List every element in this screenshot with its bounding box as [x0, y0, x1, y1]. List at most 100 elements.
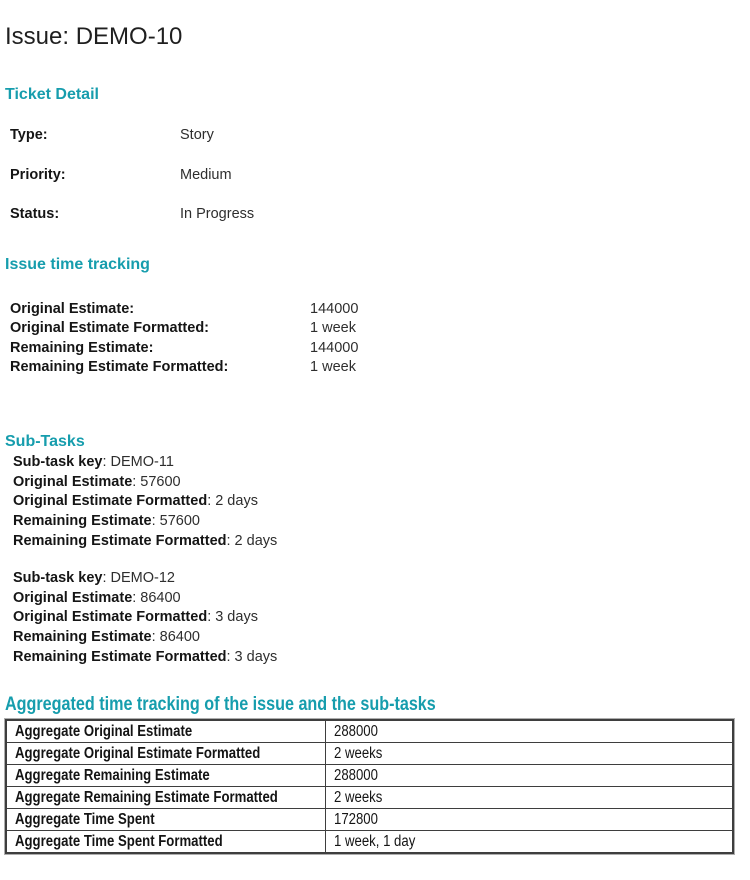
sub-task-value: 3 days: [215, 609, 258, 626]
aggregated-time-tracking-table: Aggregate Original Estimate 288000 Aggre…: [5, 719, 734, 854]
table-cell-label: Aggregate Remaining Estimate Formatted: [5, 786, 326, 809]
time-tracking-label: Remaining Estimate:: [10, 339, 154, 356]
section-heading-sub-tasks: Sub-Tasks: [5, 433, 85, 450]
sub-task-line: Sub-task key: DEMO-12: [13, 569, 277, 589]
table-row: Aggregate Time Spent 172800: [5, 808, 734, 831]
section-heading-time-tracking: Issue time tracking: [5, 256, 150, 273]
sub-task-label: Sub-task key: [13, 454, 103, 470]
time-tracking-label: Original Estimate:: [10, 301, 135, 317]
aggregated-table-body: Aggregate Original Estimate 288000 Aggre…: [5, 719, 734, 854]
time-tracking-block: Original Estimate: 144000 Original Estima…: [10, 300, 358, 378]
time-tracking-row: Remaining Estimate: 144000: [10, 339, 358, 358]
field-value-status: In Progress: [180, 206, 255, 222]
sub-task-line: Original Estimate Formatted: 2 days: [13, 492, 277, 512]
table-cell-value: 288000: [325, 764, 734, 787]
time-tracking-row: Original Estimate Formatted: 1 week: [10, 319, 358, 338]
field-row-priority: Priority: Medium: [10, 165, 232, 185]
table-cell-label: Aggregate Original Estimate: [5, 719, 326, 743]
time-tracking-label: Original Estimate Formatted:: [10, 320, 210, 337]
table-cell-label: Aggregate Time Spent: [5, 808, 326, 831]
table-cell-value: 2 weeks: [325, 742, 734, 765]
field-label-priority: Priority:: [10, 167, 66, 183]
sub-task-line: Remaining Estimate: 86400: [13, 628, 277, 648]
sub-task-label: Original Estimate: [13, 589, 133, 606]
table-value-text: 288000: [334, 766, 378, 784]
field-value-priority: Medium: [180, 167, 232, 183]
table-label-text: Aggregate Time Spent: [15, 810, 155, 828]
sub-task-separator: :: [151, 513, 156, 530]
sub-task-separator: :: [151, 629, 156, 646]
table-cell-label: Aggregate Remaining Estimate: [5, 764, 326, 787]
table-row: Aggregate Time Spent Formatted 1 week, 1…: [5, 830, 734, 854]
table-value-text: 288000: [334, 722, 378, 740]
table-cell-value: 1 week, 1 day: [325, 830, 734, 854]
time-tracking-value: 1 week: [310, 320, 356, 337]
sub-task-value: 2 days: [215, 493, 258, 510]
field-row-type: Type: Story: [10, 125, 214, 145]
table-cell-label: Aggregate Time Spent Formatted: [5, 830, 326, 854]
table-label-text: Aggregate Time Spent Formatted: [15, 832, 223, 850]
sub-task-value: 3 days: [234, 648, 278, 665]
field-row-status: Status: In Progress: [10, 204, 254, 224]
sub-task-label: Remaining Estimate: [13, 513, 152, 530]
sub-task-separator: :: [226, 648, 231, 665]
section-heading-ticket-detail: Ticket Detail: [5, 86, 99, 103]
table-row: Aggregate Original Estimate Formatted 2 …: [5, 742, 734, 765]
field-label-status: Status:: [10, 206, 60, 222]
section-heading-aggregated: Aggregated time tracking of the issue an…: [5, 695, 512, 715]
sub-task-value: 57600: [140, 473, 181, 490]
sub-task-line: Sub-task key: DEMO-11: [13, 453, 277, 473]
sub-task-separator: :: [132, 473, 137, 490]
sub-task-line: Original Estimate Formatted: 3 days: [13, 608, 277, 628]
sub-task-label: Remaining Estimate: [13, 629, 152, 646]
table-value-text: 1 week, 1 day: [334, 832, 416, 850]
table-label-text: Aggregate Remaining Estimate Formatted: [15, 788, 278, 806]
sub-task-label: Original Estimate Formatted: [13, 493, 208, 510]
sub-task-line: Remaining Estimate: 57600: [13, 512, 277, 532]
table-cell-value: 2 weeks: [325, 786, 734, 809]
sub-task-separator: :: [207, 493, 212, 510]
table-value-text: 2 weeks: [334, 744, 383, 762]
field-value-type: Story: [180, 127, 214, 143]
aggregated-heading-text: Aggregated time tracking of the issue an…: [5, 694, 436, 715]
sub-task-value: 86400: [159, 629, 200, 646]
table-cell-value: 172800: [325, 808, 734, 831]
time-tracking-row: Remaining Estimate Formatted: 1 week: [10, 358, 358, 377]
table-cell-label: Aggregate Original Estimate Formatted: [5, 742, 326, 765]
sub-task-line: Original Estimate: 86400: [13, 589, 277, 609]
table-label-text: Aggregate Original Estimate: [15, 722, 193, 740]
time-tracking-value: 144000: [310, 301, 359, 317]
table-row: Aggregate Original Estimate 288000: [5, 719, 734, 743]
sub-task-label: Sub-task key: [13, 570, 103, 586]
sub-task-line: Remaining Estimate Formatted: 2 days: [13, 532, 277, 552]
table-label-text: Aggregate Original Estimate Formatted: [15, 744, 261, 762]
time-tracking-row: Original Estimate: 144000: [10, 300, 358, 319]
sub-task-value: 86400: [140, 589, 181, 606]
sub-task-value: 57600: [159, 513, 200, 530]
table-label-text: Aggregate Remaining Estimate: [15, 766, 210, 784]
sub-task-value: DEMO-11: [110, 454, 174, 470]
time-tracking-value: 1 week: [310, 359, 356, 376]
sub-task-separator: :: [207, 609, 212, 626]
sub-task-separator: :: [102, 570, 107, 586]
sub-task-line: Remaining Estimate Formatted: 3 days: [13, 648, 277, 668]
time-tracking-label: Remaining Estimate Formatted:: [10, 359, 229, 376]
sub-task-separator: :: [132, 589, 137, 606]
sub-task-value: 2 days: [234, 532, 278, 549]
sub-task-label: Remaining Estimate Formatted: [13, 532, 227, 549]
table-value-text: 172800: [334, 810, 378, 828]
table-value-text: 2 weeks: [334, 788, 383, 806]
time-tracking-value: 144000: [310, 339, 359, 356]
table-row: Aggregate Remaining Estimate Formatted 2…: [5, 786, 734, 809]
sub-task-separator: :: [102, 454, 107, 470]
table-row: Aggregate Remaining Estimate 288000: [5, 764, 734, 787]
page-title: Issue: DEMO-10: [5, 23, 183, 50]
sub-task-label: Original Estimate: [13, 473, 133, 490]
sub-task-block-demo-11: Sub-task key: DEMO-11 Original Estimate: 5…: [13, 453, 277, 552]
sub-task-value: DEMO-12: [110, 570, 175, 586]
sub-task-label: Original Estimate Formatted: [13, 609, 208, 626]
sub-task-label: Remaining Estimate Formatted: [13, 648, 227, 665]
sub-task-separator: :: [226, 532, 231, 549]
field-label-type: Type:: [10, 127, 48, 143]
